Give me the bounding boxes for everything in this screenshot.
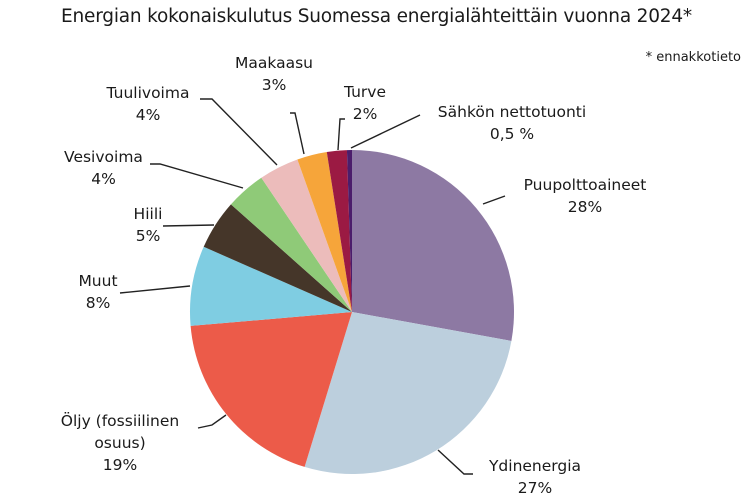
chart-title: Energian kokonaiskulutus Suomessa energi… [61, 6, 692, 27]
pie-slices [190, 150, 514, 474]
label-value: 2% [352, 105, 378, 123]
pie-slice-maakaasu [297, 151, 352, 312]
label-value: 4% [135, 106, 161, 124]
leader-lines [119, 98, 506, 475]
pie-slice-vesivoima [230, 177, 352, 312]
label-oljy: Öljy (fossiilinen osuus) 19% [40, 410, 200, 476]
pie-slice-öljy-fossiilinen-osuus- [190, 312, 352, 467]
label-name: Öljy (fossiilinen [60, 412, 180, 430]
label-name: Hiili [133, 205, 163, 223]
label-value: 28% [567, 198, 603, 216]
label-name: Maakaasu [235, 54, 313, 72]
pie-slice-tuulivoima [261, 159, 352, 312]
label-vesivoima: Vesivoima 4% [56, 146, 151, 190]
label-value: 3% [261, 76, 287, 94]
label-sahkon-nettotuonti: Sähkön nettotuonti 0,5 % [422, 101, 602, 145]
label-name: Ydinenergia [488, 457, 582, 475]
leader-line-hiili [162, 224, 215, 227]
pie-slice-ydinenergia [304, 312, 512, 474]
pie-slice-turve [326, 150, 352, 312]
leader-line-maakaasu [290, 112, 305, 155]
leader-line-ydinenergia [437, 449, 473, 475]
label-value: 19% [102, 456, 138, 474]
leader-line-tuulivoima [200, 98, 278, 166]
leader-line-puupolttoaineet [482, 195, 506, 205]
label-muut: Muut 8% [68, 270, 128, 314]
label-name: Tuulivoima [106, 84, 190, 102]
label-value: 8% [85, 294, 111, 312]
leader-line-turve [337, 118, 345, 151]
label-value: 4% [91, 170, 116, 188]
footnote: * ennakkotieto [645, 50, 741, 65]
label-tuulivoima: Tuulivoima 4% [96, 82, 200, 126]
leader-line-sahko [350, 114, 421, 149]
label-value: 5% [135, 227, 161, 245]
pie-slice-muut [190, 246, 352, 326]
label-hiili: Hiili 5% [128, 203, 168, 247]
label-name: Puupolttoaineet [523, 176, 647, 194]
label-ydinenergia: Ydinenergia 27% [470, 455, 600, 499]
label-maakaasu: Maakaasu 3% [222, 52, 326, 96]
label-name: Turve [343, 83, 387, 101]
leader-line-vesivoima [150, 163, 244, 189]
label-name-2: osuus) [94, 434, 146, 452]
leader-line-muut [119, 285, 191, 294]
pie-slice-hiili [203, 204, 352, 312]
label-value: 27% [517, 479, 553, 497]
pie-slice-puupolttoaineet [352, 150, 514, 341]
label-name: Muut [78, 272, 118, 290]
label-puupolttoaineet: Puupolttoaineet 28% [505, 174, 665, 218]
leader-line-oljy [197, 414, 227, 429]
pie-slice-sähkön-nettotuonti [346, 150, 352, 312]
label-turve: Turve 2% [335, 81, 395, 125]
label-value: 0,5 % [489, 125, 535, 143]
label-name: Vesivoima [64, 148, 143, 166]
label-name: Sähkön nettotuonti [437, 103, 587, 121]
